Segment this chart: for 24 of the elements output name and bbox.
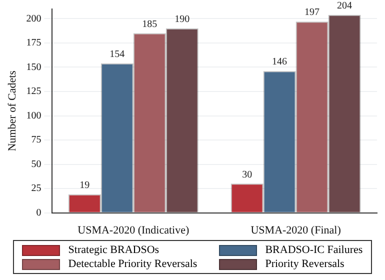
- data-label: 146: [272, 56, 288, 68]
- data-label: 204: [337, 0, 352, 12]
- y-tick-label: 125: [26, 86, 42, 98]
- legend-label: Priority Reversals: [265, 258, 344, 270]
- data-label: 19: [80, 180, 90, 191]
- y-tick-label: 175: [26, 38, 42, 49]
- x-tick-label: USMA-2020 (Final): [250, 224, 342, 236]
- data-label: 197: [304, 7, 320, 18]
- legend-label: Strategic BRADSOs: [68, 244, 160, 256]
- y-tick-label: 100: [26, 110, 42, 122]
- data-label: 30: [242, 169, 252, 180]
- x-tick-label: USMA-2020 (Indicative): [78, 224, 190, 236]
- y-tick-label: 0: [36, 207, 42, 218]
- data-label: 154: [110, 48, 125, 60]
- y-tick-label: 50: [31, 158, 42, 170]
- data-label: 190: [174, 14, 190, 26]
- y-tick-label: 150: [26, 62, 42, 73]
- legend-label: Detectable Priority Reversals: [68, 258, 198, 270]
- y-tick-label: 200: [26, 13, 42, 24]
- y-tick-label: 25: [31, 183, 42, 194]
- y-axis-title: Number of Cadets: [6, 70, 18, 152]
- legend-label: BRADSO-IC Failures: [265, 244, 363, 256]
- y-tick-label: 75: [31, 134, 42, 146]
- data-label: 185: [142, 18, 158, 30]
